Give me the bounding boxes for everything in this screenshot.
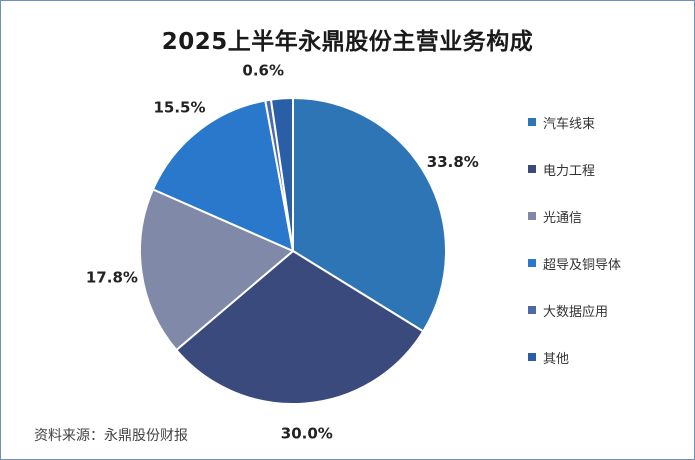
legend-item: 大数据应用	[528, 300, 608, 320]
data-label-5: 0.6%	[242, 61, 284, 79]
legend-item: 其他	[528, 347, 569, 367]
legend-label: 汽车线束	[543, 116, 596, 132]
pie-slices	[139, 96, 447, 405]
data-label-3: 17.8%	[86, 268, 138, 286]
legend-item: 超导及铜导体	[528, 253, 621, 273]
legend-label: 电力工程	[543, 163, 596, 179]
pie-slice-4	[151, 99, 294, 252]
pie-data-labels: 33.8% 30.0% 17.8% 15.5% 0.6%	[86, 61, 479, 442]
legend-label: 其他	[543, 351, 570, 367]
pie-slice-3	[139, 188, 294, 351]
legend-swatch	[528, 353, 536, 361]
pie-slice-1	[292, 97, 447, 333]
data-label-4: 15.5%	[153, 99, 205, 117]
pie-slice-2	[175, 250, 425, 405]
legend-label: 光通信	[543, 210, 583, 226]
data-label-2: 30.0%	[281, 425, 333, 443]
legend-swatch	[528, 118, 536, 126]
legend-item: 电力工程	[528, 159, 595, 179]
source-note: 资料来源：永鼎股份财报	[34, 428, 188, 444]
legend-swatch	[528, 259, 536, 267]
legend-swatch	[528, 212, 536, 220]
legend-item: 光通信	[528, 206, 582, 226]
legend-label: 超导及铜导体	[543, 257, 622, 273]
data-label-1: 33.8%	[427, 153, 479, 171]
pie-slice-6	[269, 96, 294, 252]
legend-item: 汽车线束	[528, 112, 595, 132]
chart-title: 2025上半年永鼎股份主营业务构成	[161, 29, 534, 55]
legend-swatch	[528, 165, 536, 173]
legend-label: 大数据应用	[543, 304, 609, 320]
legend-swatch	[528, 306, 536, 314]
